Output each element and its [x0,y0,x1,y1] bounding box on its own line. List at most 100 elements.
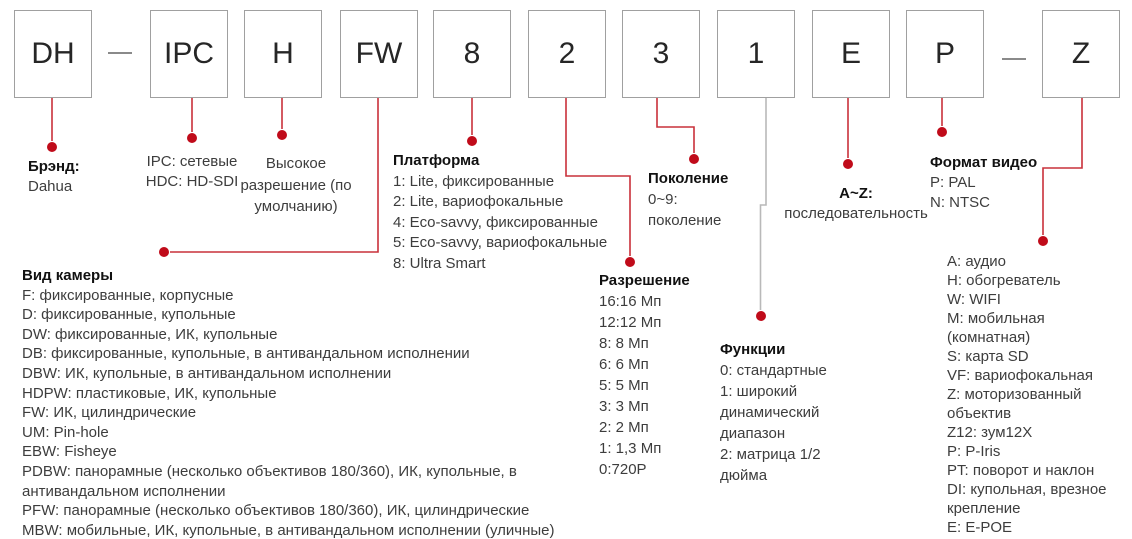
text-line: E: E-POE [947,519,1013,536]
text-line: UM: Pin-hole [22,423,109,441]
text-line: 5: 5 Мп [599,377,649,394]
text-line: DW: фиксированные, ИК, купольные [22,325,278,343]
code-box-3: 3 [622,10,700,98]
section-camera-class: IPC: сетевые HDC: HD-SDI [112,152,272,192]
connector-dot [187,133,197,143]
text-line: VF: вариофокальная [947,367,1093,384]
text-line: 1: Lite, фиксированные [393,172,555,190]
section-high-resolution: Высокое разрешение (по умолчанию) [226,153,366,218]
text-line: HDC: HD-SDI [145,173,239,190]
connector-dot [1038,236,1048,246]
text-line: дюйма [720,467,768,484]
text-line: 0: стандартные [720,362,827,379]
connector-dot [843,159,853,169]
text-line: EBW: Fisheye [22,443,117,461]
text-line: 5: Eco-savvy, вариофокальные [393,234,608,251]
text-line: DB: фиксированные, купольные, в антиванд… [22,345,470,363]
section-heading: Формат видео [930,154,1038,171]
connector-functions [759,98,767,310]
section-heading: Поколение [648,170,729,187]
text-line: Z: моторизованный [947,386,1082,403]
text-line: MBW: мобильные, ИК, купольные, в антиван… [22,521,555,539]
connector-dot [937,127,947,137]
connector-dot [625,257,635,267]
text-line: умолчанию) [254,198,338,215]
section-generation: Поколение 0~9: поколение [648,168,728,231]
text-line: S: карта SD [947,348,1029,365]
connector-dot [689,154,699,164]
text-line: HDPW: пластиковые, ИК, купольные [22,384,277,402]
text-line: 6: 6 Мп [599,356,649,373]
code-box-2: 2 [528,10,606,98]
code-box-1: 1 [717,10,795,98]
text-line: 1: 1,3 Мп [599,440,662,457]
text-line: PDBW: панорамные (несколько объективов 1… [22,462,517,480]
text-line: 0~9: [648,191,678,208]
code-box-h: H [244,10,322,98]
connector-dot [277,130,287,140]
text-line: D: фиксированные, купольные [22,306,236,324]
text-line: Z12: зум12X [947,424,1033,441]
text-line: PFW: панорамные (несколько объективов 18… [22,502,530,520]
code-box-fw: FW [340,10,418,98]
text-line: диапазон [720,425,786,442]
code-box-ipc: IPC [150,10,228,98]
text-line: 2: Lite, вариофокальные [393,193,564,210]
text-line: A: аудио [947,253,1006,270]
section-functions: Функции 0: стандартные 1: широкий динамиче… [720,339,827,486]
section-suffix: A: аудио H: обогреватель W: WIFI M: мобильн… [947,252,1107,537]
text-line: DBW: ИК, купольные, в антивандальном исп… [22,364,392,382]
connector-dot [159,247,169,257]
text-line: PT: поворот и наклон [947,462,1095,479]
text-line: H: обогреватель [947,272,1061,289]
text-line: 4: Eco-savvy, фиксированные [393,213,598,231]
text-line: поколение [648,212,722,229]
section-camera-type: Вид камеры F: фиксированные, корпусные D:… [22,266,555,539]
connector-dot [467,136,477,146]
text-line: динамический [720,404,820,421]
text-line: P: P-Iris [947,443,1001,460]
code-box-p: P [906,10,984,98]
section-platform: Платформа 1: Lite, фиксированные 2: Lite,… [393,151,607,274]
text-line: DI: купольная, врезное [947,481,1107,498]
text-line: W: WIFI [947,291,1001,308]
text-line: антивандальном исполнении [22,482,226,500]
connector-dot [756,311,766,321]
section-sequence: A~Z: последовательность [781,184,931,224]
text-line: 3: 3 Мп [599,398,649,415]
section-heading: Брэнд: [28,158,80,175]
connector-generation [656,98,695,153]
code-box-dh: DH [14,10,92,98]
text-line: 12:12 Мп [599,314,662,331]
section-heading: A~Z: [839,185,873,202]
code-box-8: 8 [433,10,511,98]
section-brand: Брэнд: Dahua [28,157,80,197]
text-line: Высокое [265,155,327,172]
text-line: Dahua [28,178,73,195]
section-heading: Платформа [393,152,480,169]
text-line: 8: Ultra Smart [393,254,486,272]
text-line: последовательность [784,205,928,222]
text-line: объектив [947,405,1012,422]
code-box-z: Z [1042,10,1120,98]
text-line: разрешение (по [240,176,352,194]
section-heading: Разрешение [599,272,690,289]
code-box-e: E [812,10,890,98]
connector-suffix [1042,98,1083,235]
text-line: N: NTSC [930,194,990,211]
text-line: P: PAL [930,174,976,191]
text-line: 2: 2 Мп [599,419,649,436]
text-line: (комнатная) [947,329,1031,346]
section-video-format: Формат видео P: PAL N: NTSC [930,153,1037,213]
text-line: крепление [947,500,1021,517]
text-line: FW: ИК, цилиндрические [22,404,197,422]
text-line: 2: матрица 1/2 [720,446,821,463]
text-line: 16:16 Мп [599,293,662,310]
text-line: IPC: сетевые [146,153,238,170]
text-line: 8: 8 Мп [599,335,649,352]
text-line: 1: широкий [720,383,798,400]
text-line: F: фиксированные, корпусные [22,286,234,304]
section-heading: Вид камеры [22,267,114,284]
section-heading: Функции [720,341,786,358]
